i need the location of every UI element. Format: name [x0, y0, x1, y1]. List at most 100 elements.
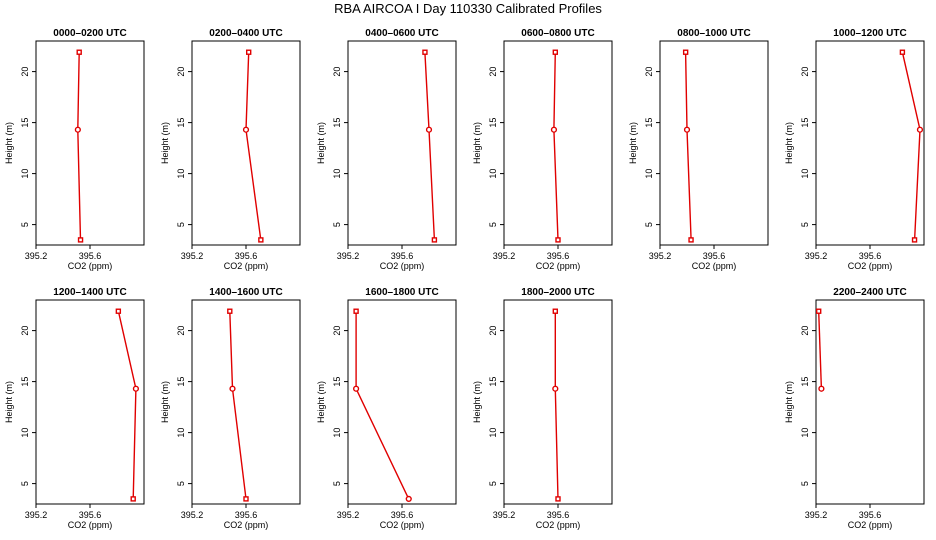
- y-axis-label: Height (m): [160, 122, 170, 164]
- y-tick-label: 10: [488, 169, 498, 179]
- data-point-square: [422, 49, 428, 55]
- y-tick-label: 20: [20, 326, 30, 336]
- x-axis-label: CO2 (ppm): [68, 520, 113, 530]
- panel-title: 0600–0800 UTC: [521, 28, 594, 39]
- panel-title: 0000–0200 UTC: [53, 28, 126, 39]
- y-tick-label: 15: [644, 118, 654, 128]
- panel-title: 0200–0400 UTC: [209, 28, 282, 39]
- x-tick-label: 395.6: [79, 510, 102, 520]
- data-point-circle: [425, 126, 433, 133]
- plot-frame: [35, 299, 145, 505]
- series-line: [245, 52, 262, 240]
- y-tick-label: 5: [20, 481, 30, 486]
- x-tick-label: 395.2: [25, 251, 48, 261]
- data-point-square: [816, 308, 822, 314]
- plot-frame: [347, 40, 457, 246]
- data-point-square: [77, 237, 84, 243]
- data-point-square: [227, 308, 233, 314]
- panel-title: 0800–1000 UTC: [677, 28, 750, 39]
- panel-title: 1200–1400 UTC: [53, 287, 126, 298]
- panel-title: 1600–1800 UTC: [365, 287, 438, 298]
- data-point-circle: [683, 126, 691, 133]
- x-tick-label: 395.6: [703, 251, 726, 261]
- x-tick-label: 395.2: [181, 510, 204, 520]
- data-point-square: [353, 308, 359, 314]
- y-tick-label: 20: [332, 67, 342, 77]
- y-tick-label: 15: [488, 118, 498, 128]
- plot-frame: [347, 299, 457, 505]
- data-point-square: [76, 49, 82, 55]
- plot-frame: [815, 40, 925, 246]
- data-point-circle: [132, 385, 140, 392]
- x-axis-label: CO2 (ppm): [224, 261, 269, 271]
- y-tick-label: 5: [644, 222, 654, 227]
- series-line: [117, 311, 137, 499]
- x-tick-label: 395.6: [859, 251, 882, 261]
- y-tick-label: 10: [176, 169, 186, 179]
- y-tick-label: 15: [20, 118, 30, 128]
- data-point-circle: [405, 495, 412, 503]
- data-point-circle: [74, 126, 81, 133]
- series-line: [901, 52, 921, 240]
- y-tick-label: 20: [644, 67, 654, 77]
- series-line: [229, 311, 247, 499]
- y-tick-label: 5: [332, 481, 342, 486]
- x-tick-label: 395.2: [805, 510, 828, 520]
- y-tick-label: 20: [176, 67, 186, 77]
- data-point-square: [552, 308, 558, 314]
- y-tick-label: 10: [20, 169, 30, 179]
- data-point-square: [552, 49, 558, 55]
- data-point-circle: [550, 126, 558, 133]
- y-tick-label: 15: [800, 118, 810, 128]
- x-axis-label: CO2 (ppm): [536, 520, 581, 530]
- data-point-square: [682, 49, 689, 55]
- x-tick-label: 395.2: [493, 510, 516, 520]
- series-line: [818, 311, 823, 389]
- y-tick-label: 20: [20, 67, 30, 77]
- y-tick-label: 15: [332, 377, 342, 387]
- x-tick-label: 395.2: [25, 510, 48, 520]
- x-tick-label: 395.6: [391, 251, 414, 261]
- y-tick-label: 15: [488, 377, 498, 387]
- data-point-square: [130, 496, 136, 502]
- data-point-square: [245, 49, 252, 55]
- data-point-circle: [242, 126, 250, 133]
- y-axis-label: Height (m): [472, 122, 482, 164]
- x-tick-label: 395.2: [493, 251, 516, 261]
- x-tick-label: 395.2: [337, 510, 360, 520]
- y-tick-label: 15: [176, 118, 186, 128]
- panel-title: 1400–1600 UTC: [209, 287, 282, 298]
- y-tick-label: 20: [176, 326, 186, 336]
- x-tick-label: 395.6: [235, 251, 258, 261]
- data-point-circle: [552, 385, 559, 392]
- data-point-square: [899, 49, 906, 55]
- y-tick-label: 20: [332, 326, 342, 336]
- x-tick-label: 395.6: [547, 251, 570, 261]
- data-point-square: [243, 496, 249, 502]
- plot-frame: [815, 299, 925, 505]
- y-tick-label: 15: [332, 118, 342, 128]
- data-point-circle: [353, 385, 360, 392]
- y-tick-label: 20: [488, 326, 498, 336]
- panel-title: 1800–2000 UTC: [521, 287, 594, 298]
- y-axis-label: Height (m): [784, 381, 794, 423]
- x-tick-label: 395.6: [235, 510, 258, 520]
- y-axis-label: Height (m): [160, 381, 170, 423]
- x-tick-label: 395.2: [805, 251, 828, 261]
- data-point-circle: [818, 385, 825, 392]
- y-tick-label: 5: [800, 481, 810, 486]
- x-axis-label: CO2 (ppm): [224, 520, 269, 530]
- panel-title: 2200–2400 UTC: [833, 287, 906, 298]
- series-line: [424, 52, 436, 240]
- x-axis-label: CO2 (ppm): [380, 261, 425, 271]
- data-point-square: [911, 237, 918, 243]
- plot-frame: [35, 40, 145, 246]
- x-axis-label: CO2 (ppm): [536, 261, 581, 271]
